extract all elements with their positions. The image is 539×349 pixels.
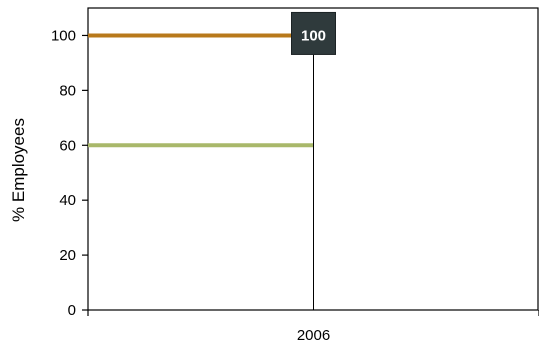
y-axis-title: % Employees xyxy=(9,118,28,222)
series-group xyxy=(88,33,314,148)
x-tick-label: 2006 xyxy=(297,327,330,344)
y-tick-label: 80 xyxy=(59,82,76,99)
y-tick-label: 20 xyxy=(59,247,76,264)
y-tick-label: 100 xyxy=(51,27,76,44)
value-label-box xyxy=(291,11,336,55)
y-tick-label: 60 xyxy=(59,137,76,154)
y-axis-ticks: 0 20 40 60 80 100 xyxy=(51,27,88,319)
value-label: 100 xyxy=(301,27,326,44)
x-axis-ticks: 2006 xyxy=(87,310,539,344)
annotation-group: 100 xyxy=(291,11,336,310)
y-tick-label: 40 xyxy=(59,192,76,209)
y-tick-label: 0 xyxy=(68,302,76,319)
